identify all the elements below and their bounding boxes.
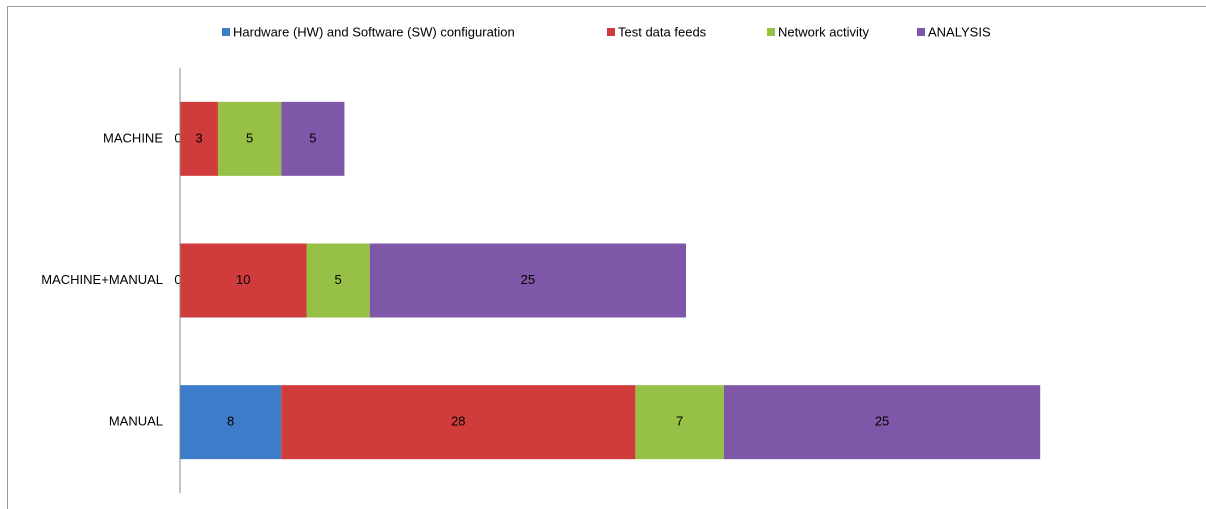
data-label: 28 [451,414,465,429]
y-tick-label: MANUAL [109,414,163,429]
data-label: 0 [174,130,181,145]
data-label: 25 [521,272,535,287]
data-label: 10 [236,272,250,287]
data-label: 5 [335,272,342,287]
bar-segment [180,101,218,176]
data-label: 8 [227,414,234,429]
legend-label: Network activity [778,24,870,39]
y-tick-label: MACHINE [103,130,163,145]
data-label: 5 [246,130,253,145]
bar-segment [369,243,686,318]
data-label: 0 [174,272,181,287]
bar-segment [217,101,282,176]
bar-segment [306,243,370,318]
legend-label: Test data feeds [618,24,707,39]
data-label: 7 [676,414,683,429]
bar-segment [180,385,282,460]
y-tick-label: MACHINE+MANUAL [41,272,163,287]
data-label: 5 [309,130,316,145]
data-label: 25 [875,414,889,429]
legend-swatch [917,28,925,36]
bar-segment [723,385,1041,460]
legend-swatch [767,28,775,36]
bar-segment [635,385,724,460]
legend-swatch [607,28,615,36]
legend-swatch [222,28,230,36]
bar-segment [180,243,307,318]
legend-label: Hardware (HW) and Software (SW) configur… [233,24,515,39]
data-label: 3 [195,130,202,145]
bar-segment [281,385,636,460]
legend-label: ANALYSIS [928,24,991,39]
bar-segment [281,101,345,176]
chart-frame [7,6,1206,509]
